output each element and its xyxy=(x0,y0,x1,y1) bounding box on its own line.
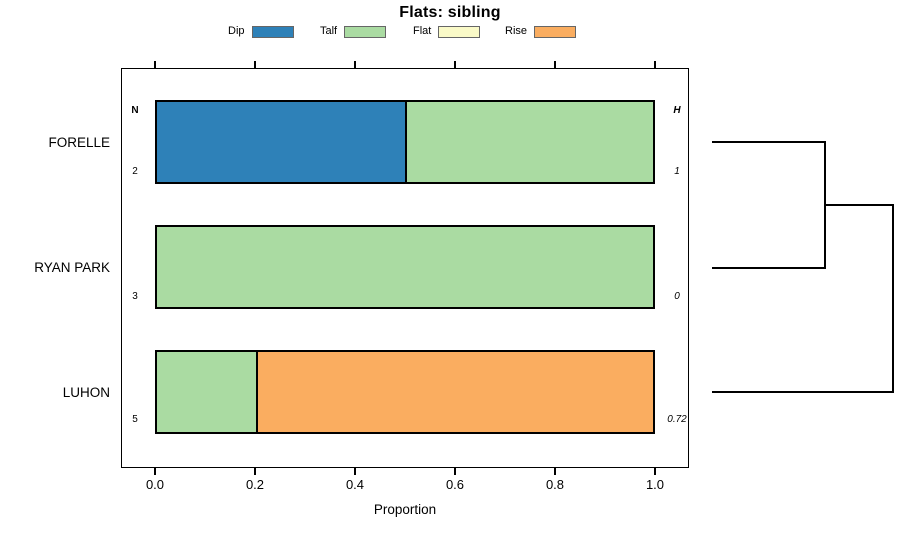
bar-row xyxy=(155,350,655,434)
legend-item-dip: Dip xyxy=(228,24,294,39)
category-label-forelle: FORELLE xyxy=(48,135,110,150)
legend-swatch-rise xyxy=(534,25,577,38)
h-value: 0 xyxy=(674,291,680,302)
legend-swatch-dip xyxy=(251,25,294,38)
legend-label-rise: Rise xyxy=(505,25,528,37)
legend-label-dip: Dip xyxy=(228,25,245,37)
x-tick-label: 0.4 xyxy=(345,477,365,492)
n-value: 5 xyxy=(132,414,138,425)
h-column-header: H xyxy=(673,105,681,116)
bar-segment-talf xyxy=(157,352,257,432)
x-axis-title: Proportion xyxy=(373,502,437,517)
dendrogram-branch-ryan-park xyxy=(712,267,826,269)
dendrogram-branch-luhon xyxy=(712,391,894,393)
n-value: 2 xyxy=(132,166,138,177)
x-tick-label: 1.0 xyxy=(645,477,665,492)
chart-title: Flats: sibling xyxy=(399,4,501,21)
bar-segment-talf xyxy=(405,102,653,182)
dendrogram-branch-cluster1 xyxy=(824,204,894,206)
x-tick-label: 0.0 xyxy=(145,477,165,492)
dendrogram-branch-forelle xyxy=(712,141,826,143)
bar-segment-dip xyxy=(157,102,405,182)
bar-segment-talf xyxy=(157,227,653,307)
bar-row xyxy=(155,100,655,184)
category-label-ryan-park: RYAN PARK xyxy=(34,260,110,275)
bar-segment-rise xyxy=(256,352,653,432)
n-column-header: N xyxy=(131,105,139,116)
legend-swatch-talf xyxy=(344,25,387,38)
legend-swatch-flat xyxy=(438,25,481,38)
x-tick-label: 0.8 xyxy=(545,477,565,492)
legend-item-flat: Flat xyxy=(413,24,481,39)
bar-row xyxy=(155,225,655,309)
legend-item-rise: Rise xyxy=(505,24,577,39)
legend-label-talf: Talf xyxy=(320,25,338,37)
legend-item-talf: Talf xyxy=(320,24,387,39)
x-tick-label: 0.2 xyxy=(245,477,265,492)
legend-label-flat: Flat xyxy=(413,25,432,37)
dendrogram-join-cluster1-luhon xyxy=(892,204,894,393)
h-value: 0.72 xyxy=(667,414,687,425)
x-tick-label: 0.6 xyxy=(445,477,465,492)
category-label-luhon: LUHON xyxy=(62,385,110,400)
h-value: 1 xyxy=(674,166,680,177)
n-value: 3 xyxy=(132,291,138,302)
